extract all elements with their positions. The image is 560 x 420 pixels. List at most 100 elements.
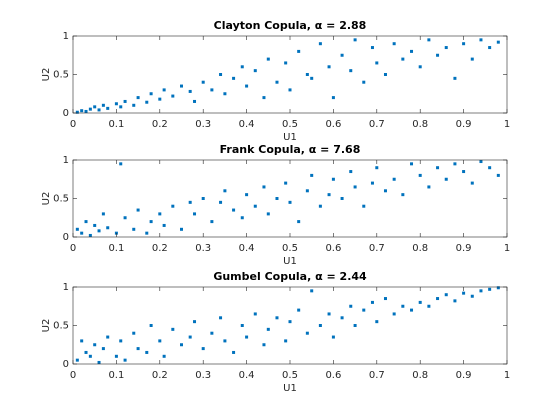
point: [418, 173, 422, 177]
x-tick-label: 0.9: [456, 370, 472, 381]
point: [171, 94, 175, 98]
point: [444, 177, 448, 181]
point: [119, 105, 123, 109]
point: [188, 335, 192, 339]
point: [171, 204, 175, 208]
y-axis-label: U2: [41, 68, 52, 82]
point: [93, 105, 97, 109]
x-tick-label: 0.3: [195, 243, 211, 254]
point: [349, 304, 353, 308]
x-tick-label: 0.1: [108, 119, 124, 130]
point: [444, 46, 448, 50]
point: [106, 335, 110, 339]
point: [84, 220, 88, 224]
y-tick-label: 0: [63, 232, 69, 243]
point: [392, 42, 396, 46]
point: [75, 110, 79, 114]
point: [201, 80, 205, 84]
point: [223, 189, 227, 193]
x-tick-label: 0.3: [195, 119, 211, 130]
point: [496, 173, 500, 177]
point: [288, 88, 292, 92]
x-tick-label: 0.2: [152, 119, 168, 130]
point: [496, 286, 500, 290]
point: [123, 99, 127, 103]
point: [462, 291, 466, 295]
point: [305, 189, 309, 193]
point: [75, 358, 79, 362]
point: [201, 347, 205, 351]
x-axis-label: U1: [283, 132, 297, 143]
y-tick-label: 1: [63, 282, 69, 293]
x-tick-label: 0.9: [456, 119, 472, 130]
x-tick-label: 0.1: [108, 370, 124, 381]
point: [418, 300, 422, 304]
point: [97, 108, 101, 112]
point: [88, 354, 92, 358]
point: [453, 76, 457, 80]
point: [340, 53, 344, 57]
point: [149, 220, 153, 224]
point: [479, 289, 483, 293]
x-tick-label: 0.6: [325, 370, 341, 381]
point: [114, 102, 118, 106]
point: [370, 46, 374, 50]
point: [462, 42, 466, 46]
point: [488, 46, 492, 50]
subplot: 0 0.1 0.2 0.3 0.4 0.5 0.6 0.7 0.8 0.9 1 0 0.5 1 Frank …: [41, 143, 510, 267]
point: [145, 100, 149, 104]
point: [136, 208, 140, 212]
x-tick-label: 0.6: [325, 119, 341, 130]
y-axis-label: U2: [41, 319, 52, 333]
point: [132, 227, 136, 231]
point: [453, 299, 457, 303]
point: [479, 160, 483, 164]
point: [101, 103, 105, 107]
point: [305, 73, 309, 76]
point: [158, 339, 162, 343]
x-tick-label: 0.4: [239, 119, 255, 130]
point: [240, 324, 244, 327]
y-tick-label: 1: [63, 155, 69, 166]
x-tick-label: 0.1: [108, 243, 124, 254]
point: [158, 97, 162, 101]
point: [288, 200, 292, 204]
axes-background: [73, 36, 507, 113]
point: [488, 287, 492, 291]
point: [496, 40, 500, 44]
point: [114, 354, 118, 358]
point: [427, 38, 431, 42]
point: [145, 350, 149, 354]
point: [436, 53, 440, 57]
point: [284, 181, 288, 185]
point: [275, 197, 279, 200]
point: [240, 216, 244, 220]
point: [119, 339, 123, 343]
point: [453, 162, 457, 166]
point: [310, 76, 314, 80]
point: [158, 212, 162, 216]
chart-title: Clayton Copula, α = 2.88: [214, 19, 367, 32]
x-tick-label: 0.9: [456, 243, 472, 254]
point: [136, 96, 140, 100]
y-axis-label: U2: [41, 192, 52, 206]
point: [245, 335, 249, 339]
point: [436, 166, 440, 170]
point: [240, 65, 244, 69]
point: [444, 293, 448, 297]
x-axis-label: U1: [283, 383, 297, 394]
x-tick-label: 0: [70, 243, 76, 254]
point: [362, 204, 366, 208]
point: [97, 229, 101, 233]
point: [353, 324, 357, 327]
x-tick-label: 0.2: [152, 243, 168, 254]
point: [262, 96, 266, 100]
x-tick-label: 1: [504, 119, 510, 130]
point: [297, 308, 301, 312]
point: [392, 312, 396, 316]
x-tick-label: 0: [70, 370, 76, 381]
point: [162, 88, 166, 92]
point: [223, 339, 227, 343]
axes-background: [73, 160, 507, 237]
